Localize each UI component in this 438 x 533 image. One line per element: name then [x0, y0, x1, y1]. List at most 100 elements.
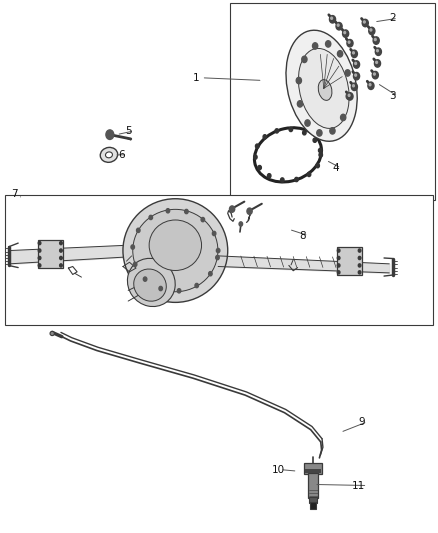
Circle shape [374, 60, 381, 67]
Circle shape [295, 177, 298, 182]
Circle shape [303, 131, 306, 135]
Circle shape [347, 39, 353, 47]
Circle shape [375, 48, 381, 55]
Circle shape [368, 82, 374, 90]
Circle shape [149, 215, 152, 220]
Circle shape [230, 206, 235, 212]
Circle shape [319, 153, 322, 157]
Circle shape [372, 71, 378, 79]
Text: 6: 6 [119, 150, 125, 160]
Circle shape [289, 127, 293, 132]
Circle shape [201, 217, 205, 222]
Text: 2: 2 [389, 13, 396, 23]
Ellipse shape [123, 199, 228, 302]
Circle shape [318, 148, 322, 152]
Circle shape [134, 262, 137, 266]
Circle shape [38, 256, 41, 260]
Circle shape [239, 222, 243, 226]
Circle shape [177, 289, 181, 293]
Circle shape [38, 264, 41, 267]
Circle shape [312, 43, 318, 49]
Bar [307, 473, 318, 498]
Ellipse shape [127, 259, 175, 306]
Bar [337, 247, 362, 275]
Circle shape [166, 208, 170, 213]
Circle shape [316, 164, 319, 168]
Circle shape [355, 62, 357, 64]
Text: 7: 7 [11, 189, 17, 199]
Ellipse shape [100, 148, 118, 163]
Circle shape [331, 17, 332, 19]
Circle shape [137, 228, 140, 232]
Text: 9: 9 [359, 417, 365, 427]
Circle shape [330, 128, 335, 134]
Circle shape [348, 41, 350, 43]
Circle shape [208, 272, 212, 276]
Circle shape [281, 178, 284, 182]
Circle shape [346, 93, 351, 100]
Circle shape [376, 61, 378, 63]
Circle shape [374, 73, 375, 75]
Circle shape [143, 277, 147, 281]
Circle shape [106, 130, 114, 140]
Circle shape [268, 174, 271, 178]
Circle shape [337, 249, 340, 252]
Circle shape [374, 38, 376, 41]
Circle shape [317, 130, 322, 136]
Bar [305, 469, 321, 473]
Circle shape [341, 114, 346, 120]
Circle shape [353, 61, 360, 68]
Ellipse shape [133, 209, 218, 292]
Circle shape [296, 77, 301, 84]
Circle shape [185, 209, 188, 214]
Circle shape [355, 74, 357, 76]
Circle shape [353, 85, 354, 87]
Circle shape [131, 245, 134, 249]
Circle shape [370, 29, 372, 31]
Circle shape [345, 70, 350, 76]
Bar [309, 497, 317, 503]
Circle shape [255, 144, 259, 148]
Circle shape [325, 41, 331, 47]
Circle shape [60, 249, 62, 252]
Bar [304, 463, 321, 474]
Circle shape [358, 271, 361, 274]
Text: 1: 1 [193, 73, 199, 83]
Circle shape [212, 231, 216, 236]
Text: 10: 10 [272, 465, 285, 474]
Bar [310, 502, 316, 509]
Circle shape [258, 165, 261, 169]
Circle shape [353, 52, 354, 54]
Circle shape [60, 256, 62, 260]
Bar [230, 3, 435, 200]
Circle shape [313, 138, 317, 142]
Circle shape [297, 101, 303, 107]
Circle shape [60, 264, 62, 267]
Circle shape [353, 72, 360, 80]
Circle shape [358, 264, 361, 267]
Ellipse shape [50, 332, 54, 336]
Ellipse shape [318, 79, 332, 100]
Circle shape [343, 30, 349, 37]
Circle shape [337, 271, 340, 274]
Circle shape [337, 24, 339, 26]
Circle shape [216, 255, 219, 260]
Circle shape [305, 120, 310, 126]
Circle shape [351, 83, 357, 91]
Circle shape [351, 50, 357, 58]
Circle shape [275, 129, 279, 133]
Circle shape [329, 15, 336, 23]
Circle shape [347, 93, 353, 100]
Ellipse shape [106, 152, 113, 158]
Text: 5: 5 [125, 126, 132, 136]
Text: 4: 4 [332, 163, 339, 173]
Circle shape [358, 249, 361, 252]
Ellipse shape [298, 49, 349, 128]
Circle shape [364, 21, 365, 23]
Text: 3: 3 [389, 91, 396, 101]
Circle shape [369, 27, 375, 35]
Bar [5, 195, 433, 325]
Bar [38, 240, 63, 268]
Circle shape [263, 135, 267, 139]
Circle shape [362, 19, 368, 27]
